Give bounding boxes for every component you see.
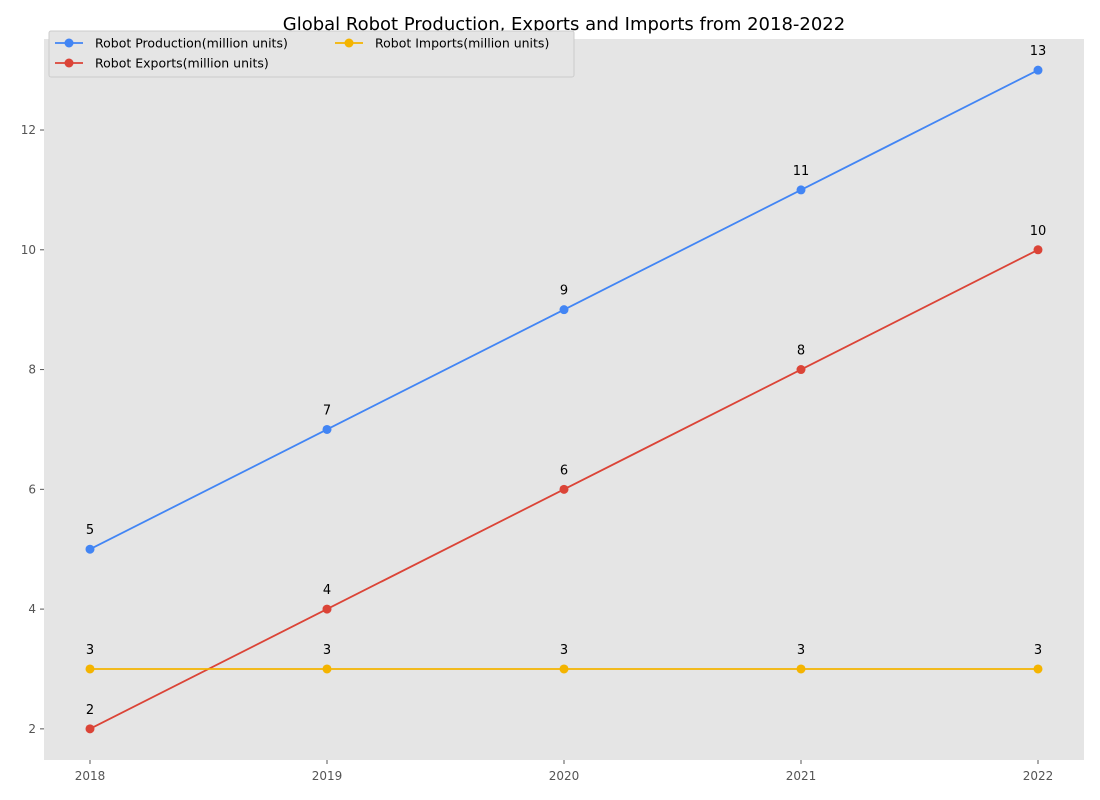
y-tick-label: 4 bbox=[28, 602, 36, 616]
data-label: 10 bbox=[1030, 224, 1047, 239]
data-label: 6 bbox=[560, 463, 568, 478]
chart-title: Global Robot Production, Exports and Imp… bbox=[283, 14, 845, 35]
data-point bbox=[1033, 245, 1043, 255]
data-point bbox=[322, 604, 332, 614]
data-label: 9 bbox=[560, 284, 568, 299]
data-point bbox=[1033, 65, 1043, 75]
data-labels: 5 7 9 11 13 2 4 6 8 10 3 3 3 3 3 bbox=[86, 44, 1046, 718]
data-label: 3 bbox=[1034, 643, 1042, 658]
data-label: 11 bbox=[793, 164, 810, 179]
data-point bbox=[559, 305, 569, 315]
data-point bbox=[322, 424, 332, 434]
data-label: 7 bbox=[323, 403, 331, 418]
legend-label: Robot Production(million units) bbox=[95, 36, 288, 51]
data-point bbox=[559, 484, 569, 494]
data-point bbox=[85, 544, 95, 554]
legend-marker bbox=[64, 58, 74, 68]
legend-item: Robot Imports(million units) bbox=[335, 36, 549, 51]
x-tick-label: 2020 bbox=[549, 769, 580, 783]
x-tick-label: 2018 bbox=[75, 769, 106, 783]
data-label: 13 bbox=[1030, 44, 1047, 59]
legend-item: Robot Exports(million units) bbox=[55, 56, 269, 71]
x-tick-label: 2021 bbox=[786, 769, 817, 783]
y-tick-label: 12 bbox=[21, 123, 36, 137]
data-label: 3 bbox=[86, 643, 94, 658]
data-point bbox=[559, 664, 569, 674]
data-label: 5 bbox=[86, 523, 94, 538]
data-point bbox=[85, 664, 95, 674]
y-tick-label: 8 bbox=[28, 363, 36, 377]
x-axis: 2018 2019 2020 2021 2022 bbox=[75, 760, 1054, 783]
legend-label: Robot Exports(million units) bbox=[95, 56, 269, 71]
data-label: 3 bbox=[797, 643, 805, 658]
legend-marker bbox=[344, 38, 354, 48]
data-label: 4 bbox=[323, 583, 331, 598]
legend-box bbox=[48, 30, 575, 78]
y-tick-label: 10 bbox=[21, 243, 36, 257]
data-label: 8 bbox=[797, 344, 805, 359]
legend-label: Robot Imports(million units) bbox=[375, 36, 549, 51]
series-layer bbox=[85, 65, 1043, 734]
y-tick-label: 2 bbox=[28, 722, 36, 736]
data-point bbox=[1033, 664, 1043, 674]
x-tick-label: 2022 bbox=[1023, 769, 1054, 783]
legend: Robot Production(million units) Robot Exp… bbox=[48, 30, 575, 78]
legend-marker bbox=[64, 38, 74, 48]
data-label: 3 bbox=[560, 643, 568, 658]
data-label: 3 bbox=[323, 643, 331, 658]
data-point bbox=[796, 185, 806, 195]
x-tick-label: 2019 bbox=[312, 769, 343, 783]
data-point bbox=[322, 664, 332, 674]
data-point bbox=[796, 664, 806, 674]
y-tick-label: 6 bbox=[28, 482, 36, 496]
data-point bbox=[796, 365, 806, 375]
plot-area bbox=[44, 39, 1084, 760]
data-point bbox=[85, 724, 95, 734]
y-axis: 2 4 6 8 10 12 bbox=[21, 123, 44, 736]
data-label: 2 bbox=[86, 703, 94, 718]
legend-item: Robot Production(million units) bbox=[55, 36, 288, 51]
